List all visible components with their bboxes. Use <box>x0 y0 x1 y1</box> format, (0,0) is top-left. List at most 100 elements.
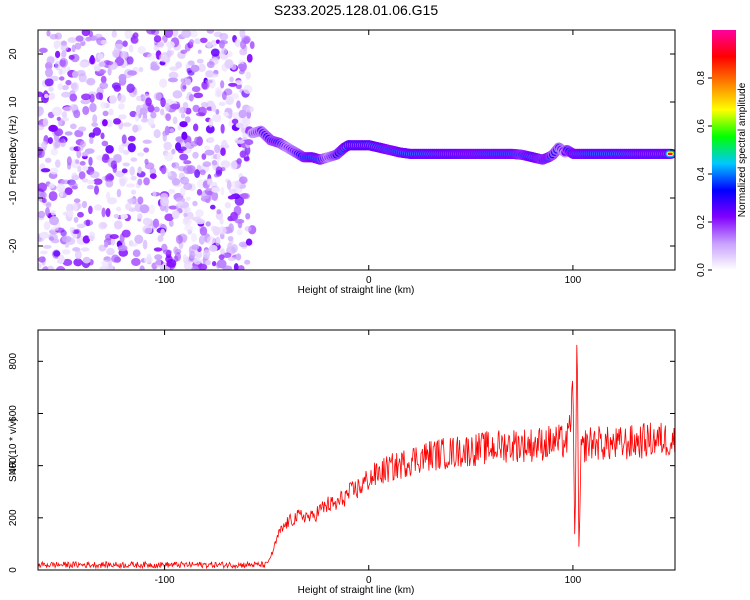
spectrogram-noise-cell <box>168 205 178 210</box>
spectrogram-noise-cell <box>117 103 125 110</box>
spectrogram-noise-cell <box>116 188 122 198</box>
spectrogram-noise-cell <box>77 211 84 218</box>
spectrogram-noise-cell <box>188 94 194 102</box>
spectrogram-noise-cell <box>45 157 52 163</box>
spectrogram-noise-cell <box>146 30 156 35</box>
snr-ytick-label: 600 <box>8 405 19 422</box>
spectrogram-noise-cell <box>81 200 88 209</box>
spectrogram-noise-cell <box>81 178 89 183</box>
spectrogram-noise-cell <box>115 206 122 212</box>
spectrogram-noise-cell <box>121 134 127 144</box>
spectrogram-noise-cell <box>76 69 86 77</box>
spectrogram-noise-cell <box>228 188 237 195</box>
spectrogram-y-label: Frequency (Hz) <box>8 116 19 185</box>
spectrogram-noise-cell <box>227 256 237 262</box>
spectrogram-noise-cell <box>99 265 110 270</box>
spectrogram-noise-cell <box>113 118 122 125</box>
spectrogram-noise-cell <box>69 104 79 111</box>
snr-panel: -100 0 100 0 200 400 600 800 Height of straigh… <box>8 329 676 596</box>
spectrogram-noise-cell <box>239 30 246 39</box>
spectrogram-noise-cell <box>218 226 227 235</box>
spectrogram-noise-cell <box>212 113 222 123</box>
spectrogram-noise-cell <box>153 129 161 139</box>
spectrogram-noise-cell <box>114 43 124 50</box>
snr-y-label: SNR (10 * v/v) <box>8 418 19 482</box>
spectrogram-noise-cell <box>121 168 128 174</box>
spectrogram-noise-cell <box>157 234 164 242</box>
spectrogram-noise-cell <box>189 30 198 38</box>
spectrogram-noise-cell <box>171 30 179 37</box>
spectrogram-noise-cell <box>44 93 49 99</box>
spectrogram-noise-cell <box>201 153 207 160</box>
spectrogram-noise-cell <box>150 111 157 119</box>
colorbar-ticks: 0.0 0.2 0.4 0.6 0.8 <box>696 71 712 277</box>
spectrogram-noise-cell <box>162 249 172 255</box>
spectrogram-noise-cell <box>50 148 59 156</box>
spectrogram-noise-cell <box>197 263 208 270</box>
spectrogram-noise-cell <box>149 173 157 180</box>
spectrogram-noise-cell <box>51 106 62 116</box>
spectrogram-noise-cell <box>153 44 160 52</box>
spectrogram-noise-cell <box>218 40 225 49</box>
spectrogram-noise-cell <box>118 73 127 82</box>
spectrogram-noise-cell <box>171 210 180 220</box>
spectrogram-noise-cell <box>76 223 86 229</box>
spectrogram-noise-cell <box>64 187 73 196</box>
colorbar-label: Normalized spectral amplitude <box>737 82 748 217</box>
spectrogram-noise-cell <box>94 185 100 195</box>
spectrogram-noise-cell <box>38 210 46 219</box>
spectrogram-noise-cell <box>202 161 212 167</box>
spectrogram-noise-cell <box>212 226 221 236</box>
spectrogram-noise-cell <box>204 149 215 156</box>
spectrogram-noise-cell <box>192 104 200 113</box>
spectrogram-noise-cell <box>92 127 102 136</box>
spectrogram-noise-cell <box>110 237 116 246</box>
spectrogram-noise-cell <box>160 228 166 237</box>
spectrogram-noise-cell <box>224 59 234 69</box>
spectrogram-ytick-label: 10 <box>8 96 19 108</box>
spectrogram-noise-cell <box>145 97 152 107</box>
spectrogram-noise-cell <box>82 105 90 115</box>
colorbar-gradient <box>712 30 736 270</box>
spectrogram-noise-cell <box>54 60 61 71</box>
spectrogram-noise-cell <box>140 118 149 123</box>
spectrogram-noise-cell <box>79 61 89 68</box>
spectrogram-noise-cell <box>122 40 128 47</box>
spectrogram-noise-cell <box>230 160 238 170</box>
spectrogram-noise-cell <box>172 90 183 99</box>
spectrogram-noise-cell <box>120 51 128 59</box>
snr-xtick-label: 100 <box>565 575 582 586</box>
spectrogram-noise-cell <box>50 226 59 232</box>
spectrogram-noise-cell <box>57 138 65 143</box>
spectrogram-noise-cell <box>92 114 98 124</box>
spectrogram-noise-cell <box>237 63 245 70</box>
spectrogram-noise-cell <box>195 112 206 117</box>
spectrogram-noise-cell <box>72 70 79 79</box>
spectrogram-noise-cell <box>168 219 174 227</box>
spectrogram-noise-cell <box>61 84 69 91</box>
spectrogram-noise-cell <box>196 189 203 196</box>
spectrogram-noise-cell <box>185 196 191 201</box>
spectrogram-noise-cell <box>220 186 225 196</box>
spectrogram-noise-cell <box>99 82 109 90</box>
spectrogram-noise-cell <box>88 156 93 166</box>
spectrogram-noise-cell <box>191 86 201 93</box>
spectrogram-noise-cell <box>208 244 218 252</box>
spectrogram-noise-cell <box>131 258 141 267</box>
spectrogram-noise-cell <box>100 132 105 140</box>
spectrogram-noise-cell <box>71 44 76 53</box>
spectrogram-noise-cell <box>60 44 69 52</box>
spectrogram-noise-cell <box>244 225 252 232</box>
spectrogram-noise-cell <box>216 209 222 215</box>
spectrogram-noise-cell <box>180 82 187 92</box>
spectrogram-noise-cell <box>89 136 94 145</box>
spectrogram-noise-cell <box>39 250 48 255</box>
spectrogram-noise-cell <box>54 159 61 168</box>
spectrogram-noise-cell <box>137 196 144 205</box>
spectrogram-xtick-label: -100 <box>155 275 175 286</box>
spectrogram-noise-cell <box>205 260 211 266</box>
spectrogram-noise-cell <box>229 76 234 83</box>
spectrogram-noise-cell <box>41 140 48 150</box>
spectrogram-noise-cell <box>167 77 178 83</box>
